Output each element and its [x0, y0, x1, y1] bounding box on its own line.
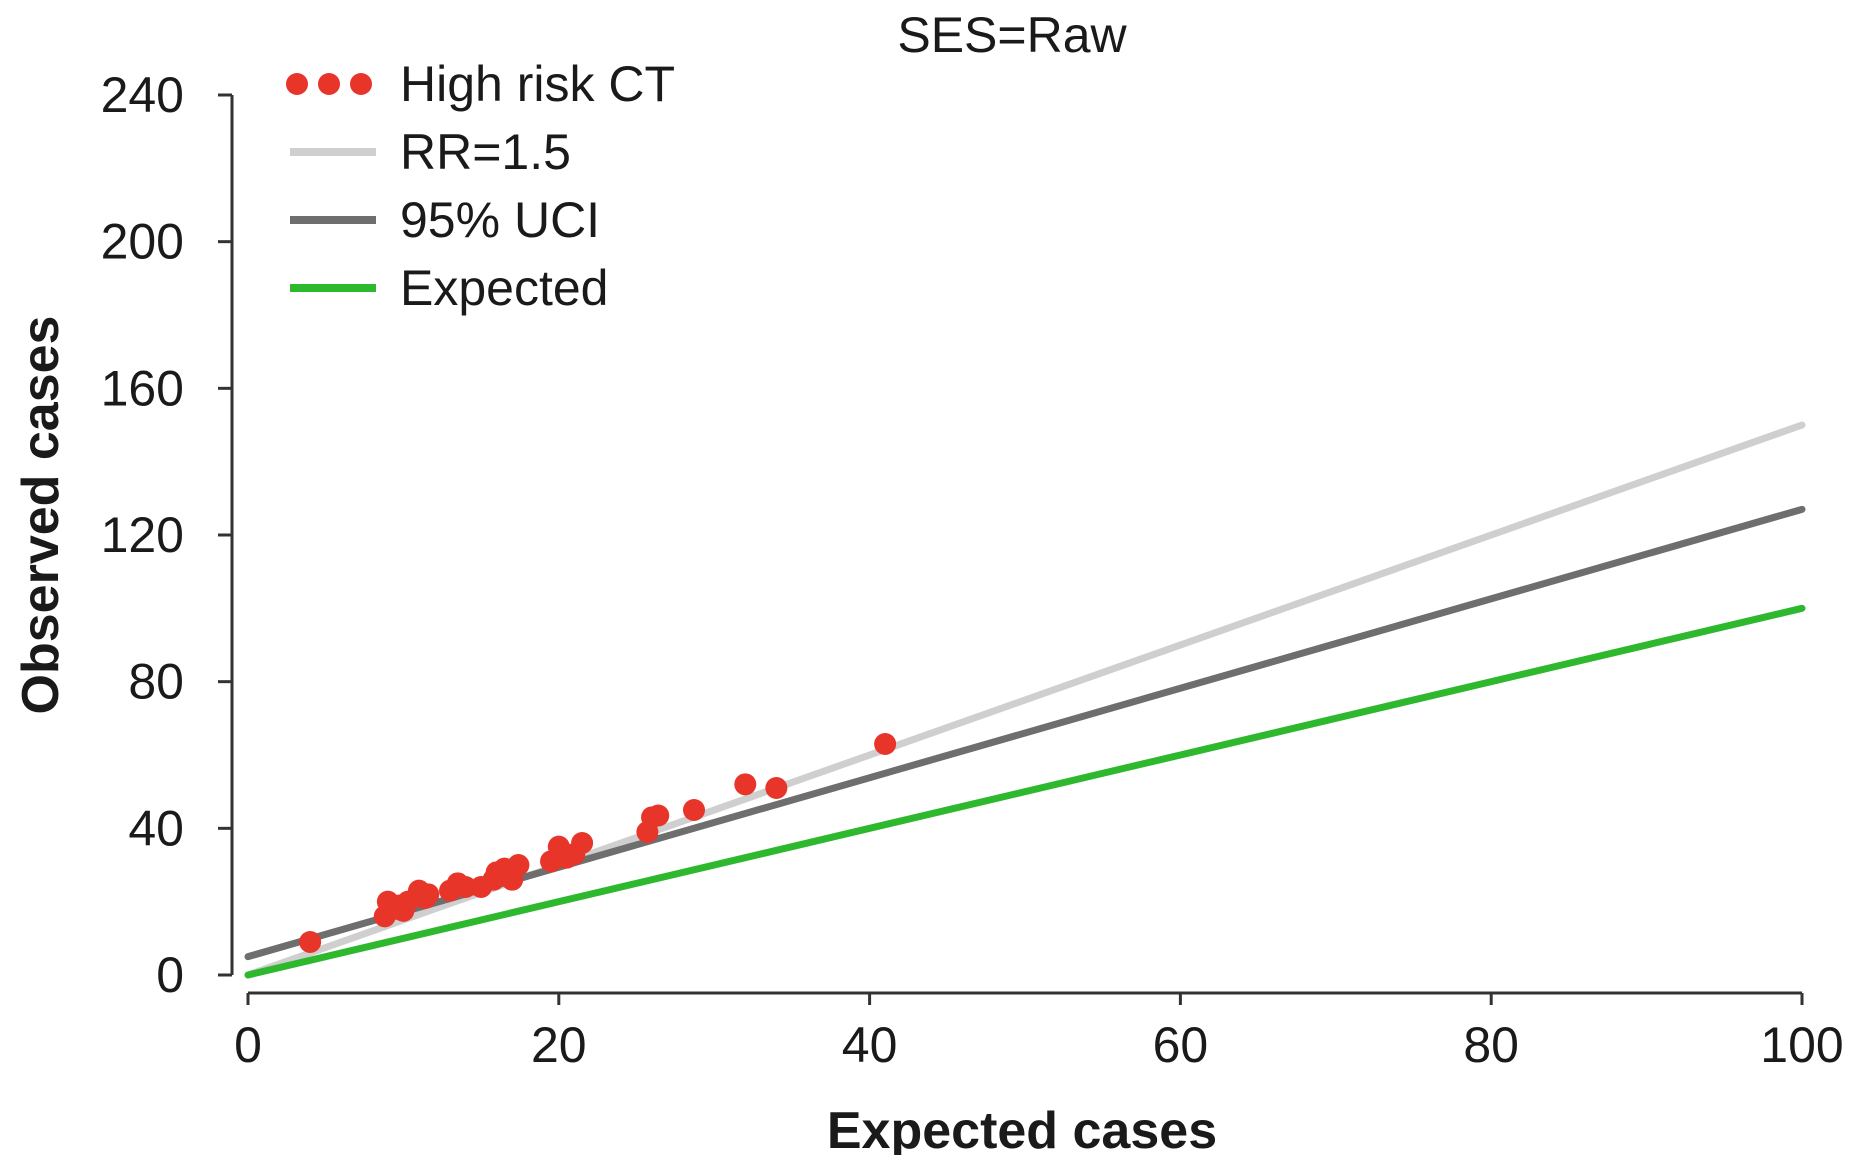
y-tick-label: 80	[128, 654, 184, 710]
legend-label-95-uci: 95% UCI	[400, 192, 600, 248]
data-point	[507, 854, 530, 876]
x-tick-label: 80	[1463, 1017, 1519, 1073]
legend-marker-high-risk-ct	[286, 73, 308, 95]
y-tick-label: 0	[156, 947, 184, 1003]
data-point	[417, 883, 440, 906]
data-point	[682, 799, 705, 821]
y-tick-label: 160	[101, 360, 184, 416]
y-tick-label: 40	[128, 800, 184, 856]
series-line-expected	[244, 604, 1806, 979]
data-point	[454, 876, 477, 898]
x-tick-label: 20	[531, 1017, 587, 1073]
y-tick-label: 240	[101, 67, 184, 123]
legend: High risk CT RR=1.5 95% UCI Expected	[286, 56, 675, 316]
data-point	[647, 804, 670, 827]
x-tick-label: 100	[1760, 1017, 1843, 1073]
x-axis-title: Expected cases	[827, 1102, 1217, 1155]
data-point	[765, 777, 788, 799]
legend-marker-high-risk-ct	[350, 73, 372, 95]
y-axis-title: Observed cases	[12, 316, 70, 715]
axes: 0 20 40 60 80 100 0 40 80 120 160 200 240	[101, 67, 1844, 1073]
x-tick-label: 0	[234, 1017, 262, 1073]
data-point	[874, 733, 897, 755]
legend-label-expected: Expected	[400, 260, 608, 316]
scatter-points	[299, 733, 897, 953]
y-tick-label: 200	[101, 214, 184, 270]
legend-label-high-risk-ct: High risk CT	[400, 56, 675, 112]
legend-label-rr-1-5: RR=1.5	[400, 124, 571, 180]
data-point	[299, 931, 322, 953]
chart-title: SES=Raw	[897, 7, 1127, 63]
data-point	[571, 832, 594, 854]
legend-marker-high-risk-ct	[318, 73, 340, 95]
x-tick-label: 60	[1153, 1017, 1209, 1073]
x-tick-label: 40	[842, 1017, 898, 1073]
y-tick-label: 120	[101, 507, 184, 563]
data-point	[734, 773, 757, 796]
